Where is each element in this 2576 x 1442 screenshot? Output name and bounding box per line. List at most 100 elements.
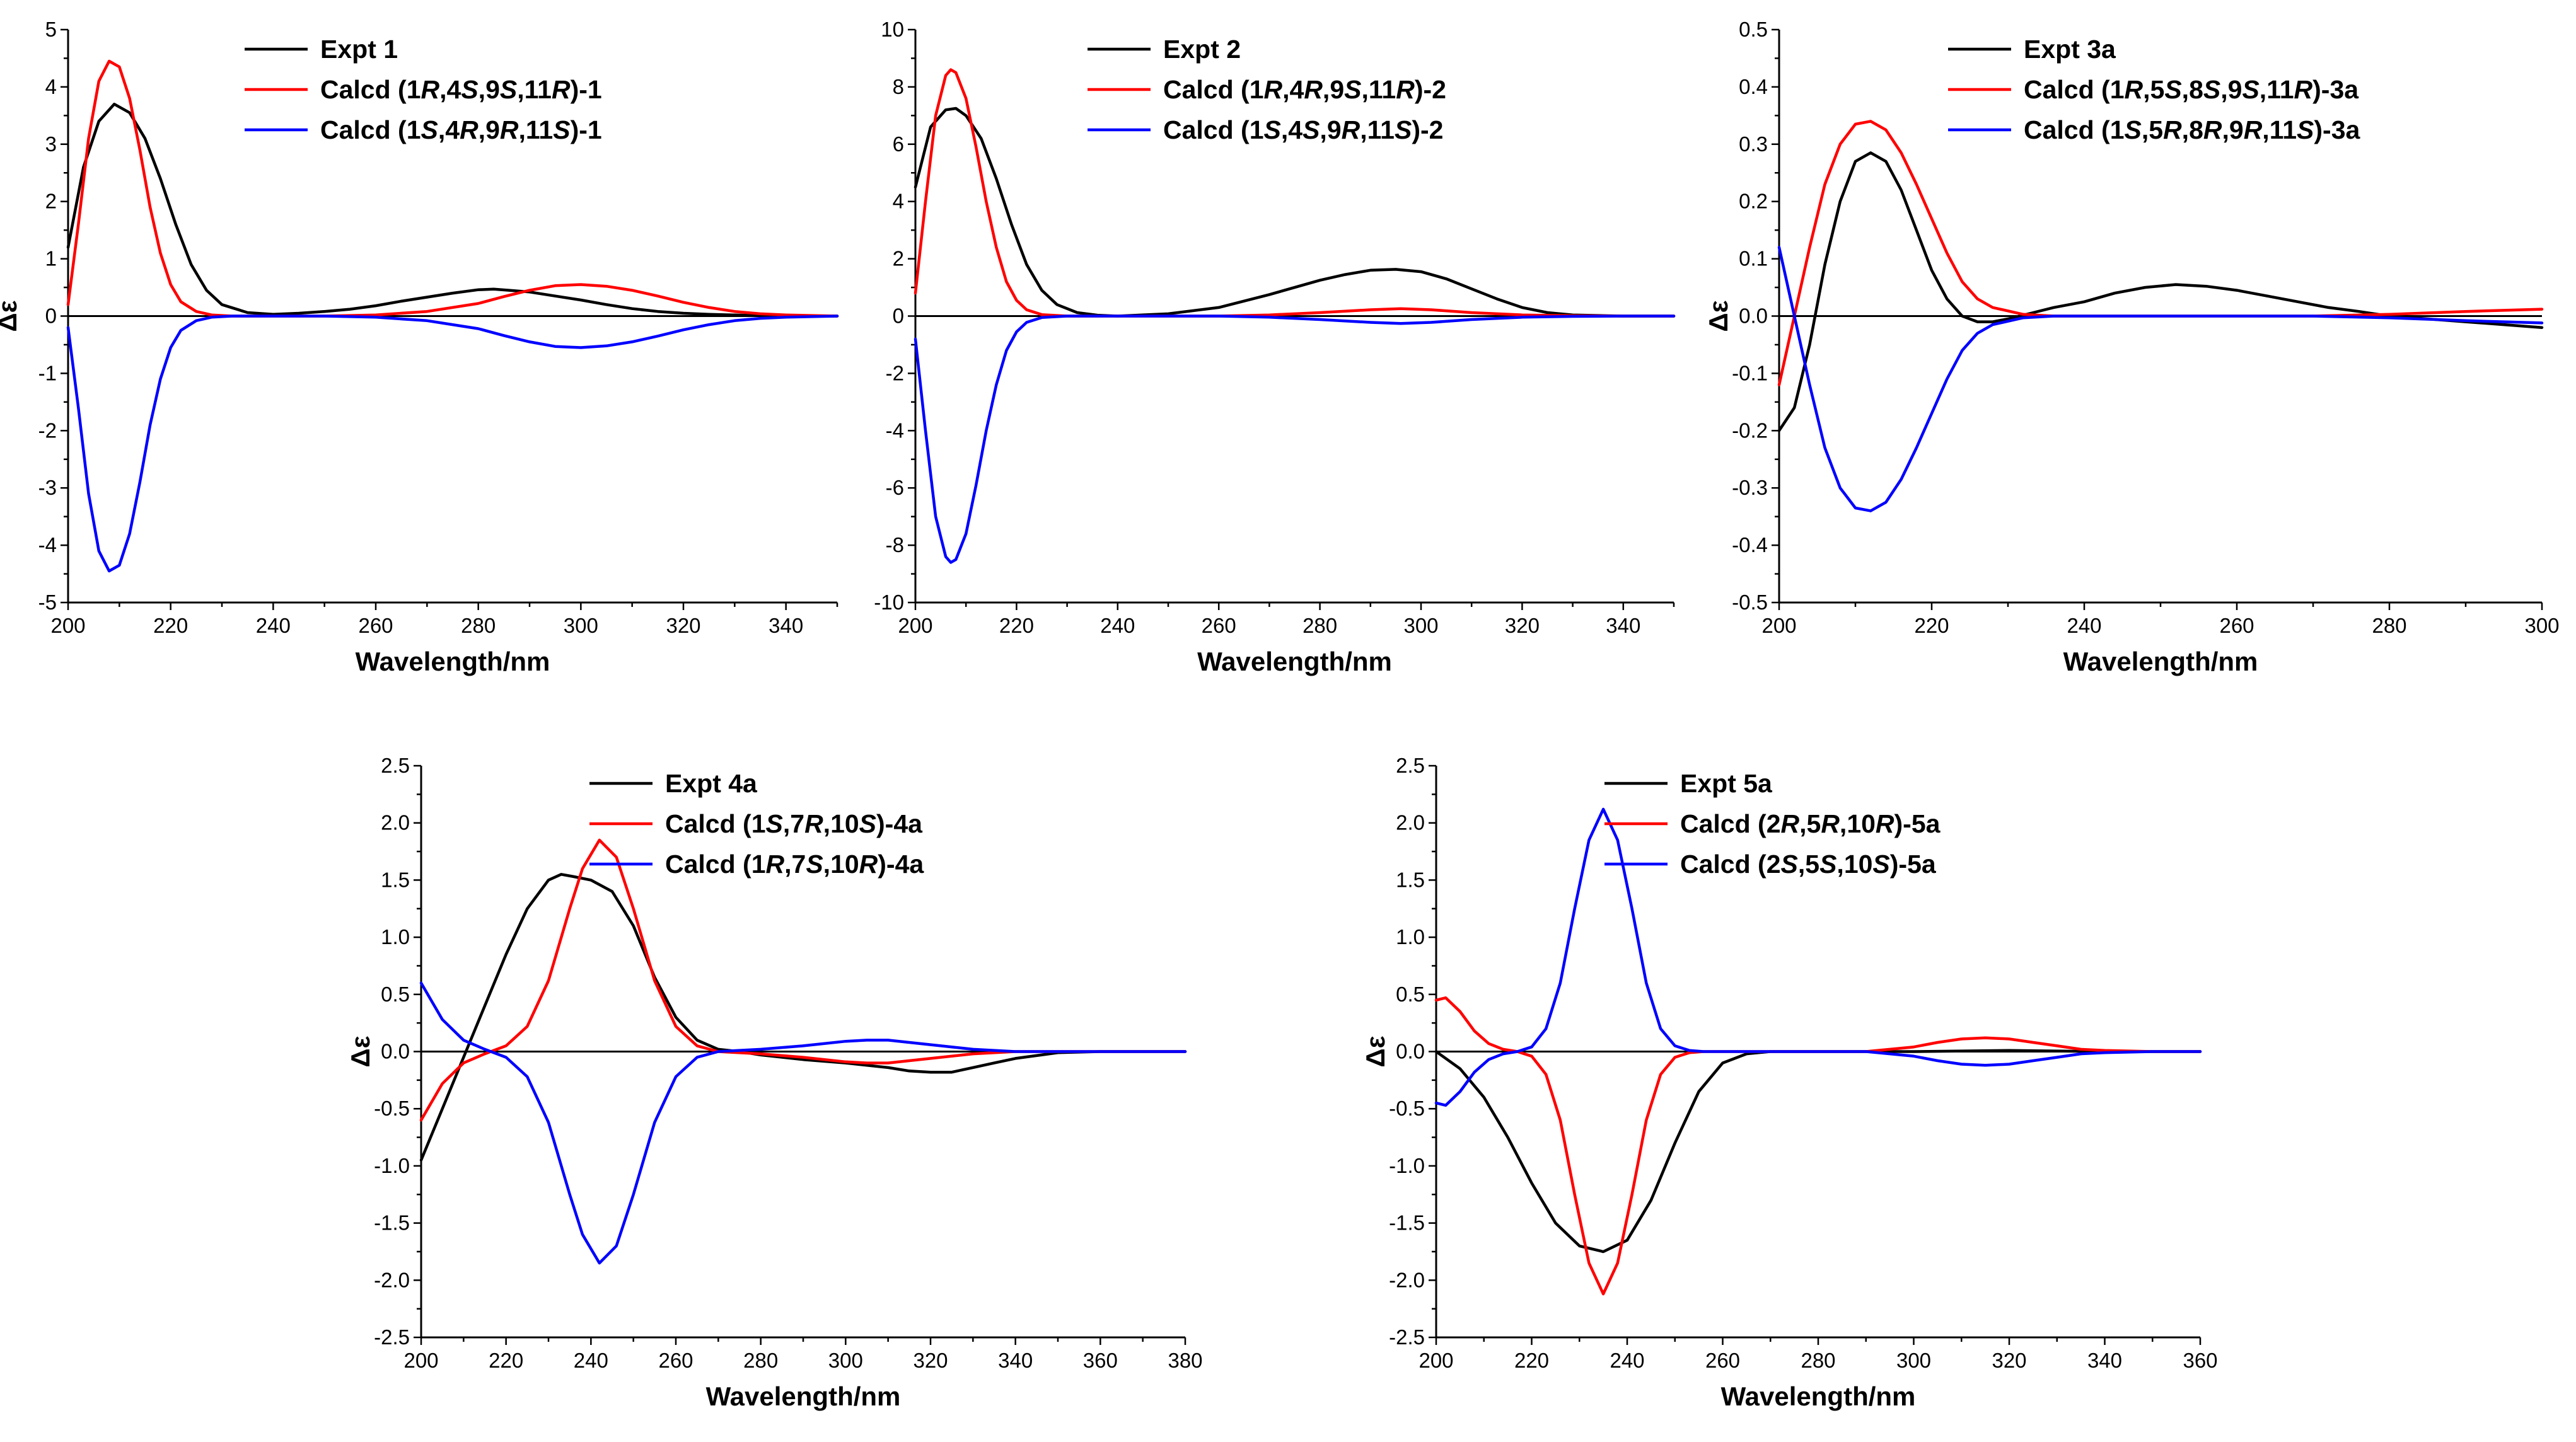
x-axis-title: Wavelength/nm <box>356 647 550 676</box>
legend-text-part: Expt 1 <box>320 35 398 64</box>
y-axis-title: Δε <box>1361 1035 1390 1067</box>
x-tick-label: 200 <box>898 614 932 637</box>
y-tick-label: 0.2 <box>1739 190 1768 213</box>
legend-entry: Calcd (1S,5R,8R,9R,11S)-3a <box>2024 115 2360 144</box>
y-tick-label: 2 <box>45 190 57 213</box>
y-tick-label: -2.5 <box>1389 1325 1425 1349</box>
x-tick-label: 300 <box>2524 614 2559 637</box>
x-tick-label: 320 <box>1992 1349 2026 1372</box>
y-tick-label: -8 <box>886 533 904 557</box>
legend-text-part: S <box>859 809 876 838</box>
legend-text-part: ,11 <box>1361 75 1396 104</box>
y-tick-label: 0.0 <box>1396 1040 1425 1063</box>
legend-text-part: )-1 <box>571 75 602 104</box>
x-tick-label: 360 <box>1083 1349 1118 1372</box>
y-tick-label: -1.5 <box>1389 1211 1425 1235</box>
legend-text-part: Calcd (1 <box>665 850 766 879</box>
y-tick-label: 2.0 <box>381 811 410 834</box>
y-tick-label: 6 <box>893 132 904 156</box>
y-axis-title: Δε <box>345 1035 375 1067</box>
y-tick-label: -1.0 <box>1389 1154 1425 1177</box>
legend-text-part: Expt 2 <box>1163 35 1241 64</box>
y-tick-label: -2.0 <box>374 1268 410 1291</box>
legend-text-part: R <box>1264 75 1283 104</box>
legend-entry: Calcd (1R,5S,8S,9S,11R)-3a <box>2024 75 2359 104</box>
y-tick-label: 1.5 <box>1396 868 1425 891</box>
legend-text-part: Calcd (1 <box>1163 115 1264 144</box>
legend-text-part: S <box>1395 115 1412 144</box>
legend-text-part: )-5a <box>1894 809 1941 838</box>
legend-text-part: S <box>1303 115 1320 144</box>
legend-text-part: )-4a <box>876 809 923 838</box>
legend-text-part: ,7 <box>784 850 806 879</box>
chart-panel-3: -0.5 -0.4 -0.3 -0.2 -0.1 0.0 0.1 0.2 0.3 0.4 0.5 20… <box>1703 18 2560 676</box>
x-tick-label: 220 <box>489 1349 523 1372</box>
x-tick-label: 320 <box>666 614 700 637</box>
legend-text-part: R <box>2163 115 2182 144</box>
legend-entry: Expt 3a <box>2024 35 2116 64</box>
y-tick-label: -5 <box>38 591 57 614</box>
series-line-1 <box>1434 1049 2202 1254</box>
x-tick-label: 260 <box>358 614 393 637</box>
legend-entry: Calcd (1R,4S,9S,11R)-1 <box>320 75 602 104</box>
series-line-3 <box>914 314 1676 564</box>
series-line-2 <box>419 838 1187 1122</box>
y-tick-label: 2.5 <box>381 754 410 777</box>
legend-text-part: R <box>1821 809 1840 838</box>
x-tick-label: 280 <box>1801 1349 1835 1372</box>
legend-text-part: Calcd (2 <box>1680 809 1781 838</box>
legend-entry: Calcd (2R,5R,10R)-5a <box>1680 809 1941 838</box>
x-tick-label: 340 <box>998 1349 1033 1372</box>
y-tick-label: 0.0 <box>381 1040 410 1063</box>
x-tick-label: 300 <box>1403 614 1438 637</box>
legend-text-part: ,9 <box>1320 115 1341 144</box>
y-tick-label: 0.3 <box>1739 132 1768 156</box>
y-tick-label: -2 <box>886 361 904 384</box>
y-tick-label: 0 <box>893 304 904 328</box>
legend-text-part: ,4 <box>439 75 461 104</box>
x-tick-label: 300 <box>828 1349 863 1372</box>
legend-text-part: R <box>2294 75 2313 104</box>
y-tick-label: -0.2 <box>1732 418 1768 442</box>
legend-text-part: S <box>2203 75 2220 104</box>
y-tick-label: 2.5 <box>1396 754 1425 777</box>
legend-entry: Calcd (1S,4S,9R,11S)-2 <box>1163 115 1443 144</box>
legend-entry: Expt 5a <box>1680 769 1773 798</box>
series-line-2 <box>914 68 1676 318</box>
series-line-3 <box>1434 807 2202 1107</box>
legend-text-part: Calcd (1 <box>2024 75 2125 104</box>
legend-text-part: R <box>2125 75 2144 104</box>
legend-text-part: S <box>500 75 517 104</box>
legend-text-part: S <box>1781 850 1798 879</box>
legend-text-part: ,5 <box>1798 850 1819 879</box>
legend-text-part: ,11 <box>1360 115 1395 144</box>
legend-text-part: R <box>2244 115 2263 144</box>
series-line-1 <box>1777 151 2544 432</box>
series-line-1 <box>914 107 1676 318</box>
legend-text-part: ,4 <box>1281 115 1303 144</box>
legend-text-part: R <box>1876 809 1894 838</box>
x-tick-label: 300 <box>1896 1349 1931 1372</box>
y-tick-label: -0.1 <box>1732 361 1768 384</box>
legend-text-part: Calcd (1 <box>1163 75 1264 104</box>
x-tick-label: 260 <box>2219 614 2254 637</box>
legend-text-part: ,10 <box>823 850 859 879</box>
y-tick-label: -0.3 <box>1732 476 1768 499</box>
y-tick-label: -0.5 <box>1389 1097 1425 1120</box>
x-tick-label: 220 <box>999 614 1034 637</box>
legend-entry: Calcd (1S,7R,10S)-4a <box>665 809 923 838</box>
x-axis-title: Wavelength/nm <box>2063 647 2258 676</box>
legend-text-part: R <box>804 809 823 838</box>
y-tick-label: -1.5 <box>374 1211 410 1235</box>
legend-text-part: ,5 <box>1799 809 1821 838</box>
y-tick-label: 0.5 <box>381 983 410 1006</box>
x-axis-title: Wavelength/nm <box>1721 1381 1916 1411</box>
x-tick-label: 340 <box>2087 1349 2122 1372</box>
legend-text-part: R <box>1304 75 1323 104</box>
series-line-1 <box>419 873 1187 1162</box>
x-tick-label: 240 <box>574 1349 608 1372</box>
x-tick-label: 200 <box>403 1349 438 1372</box>
legend-text-part: ,9 <box>1323 75 1344 104</box>
series-line-1 <box>66 102 839 318</box>
legend-text-part: S <box>421 115 438 144</box>
